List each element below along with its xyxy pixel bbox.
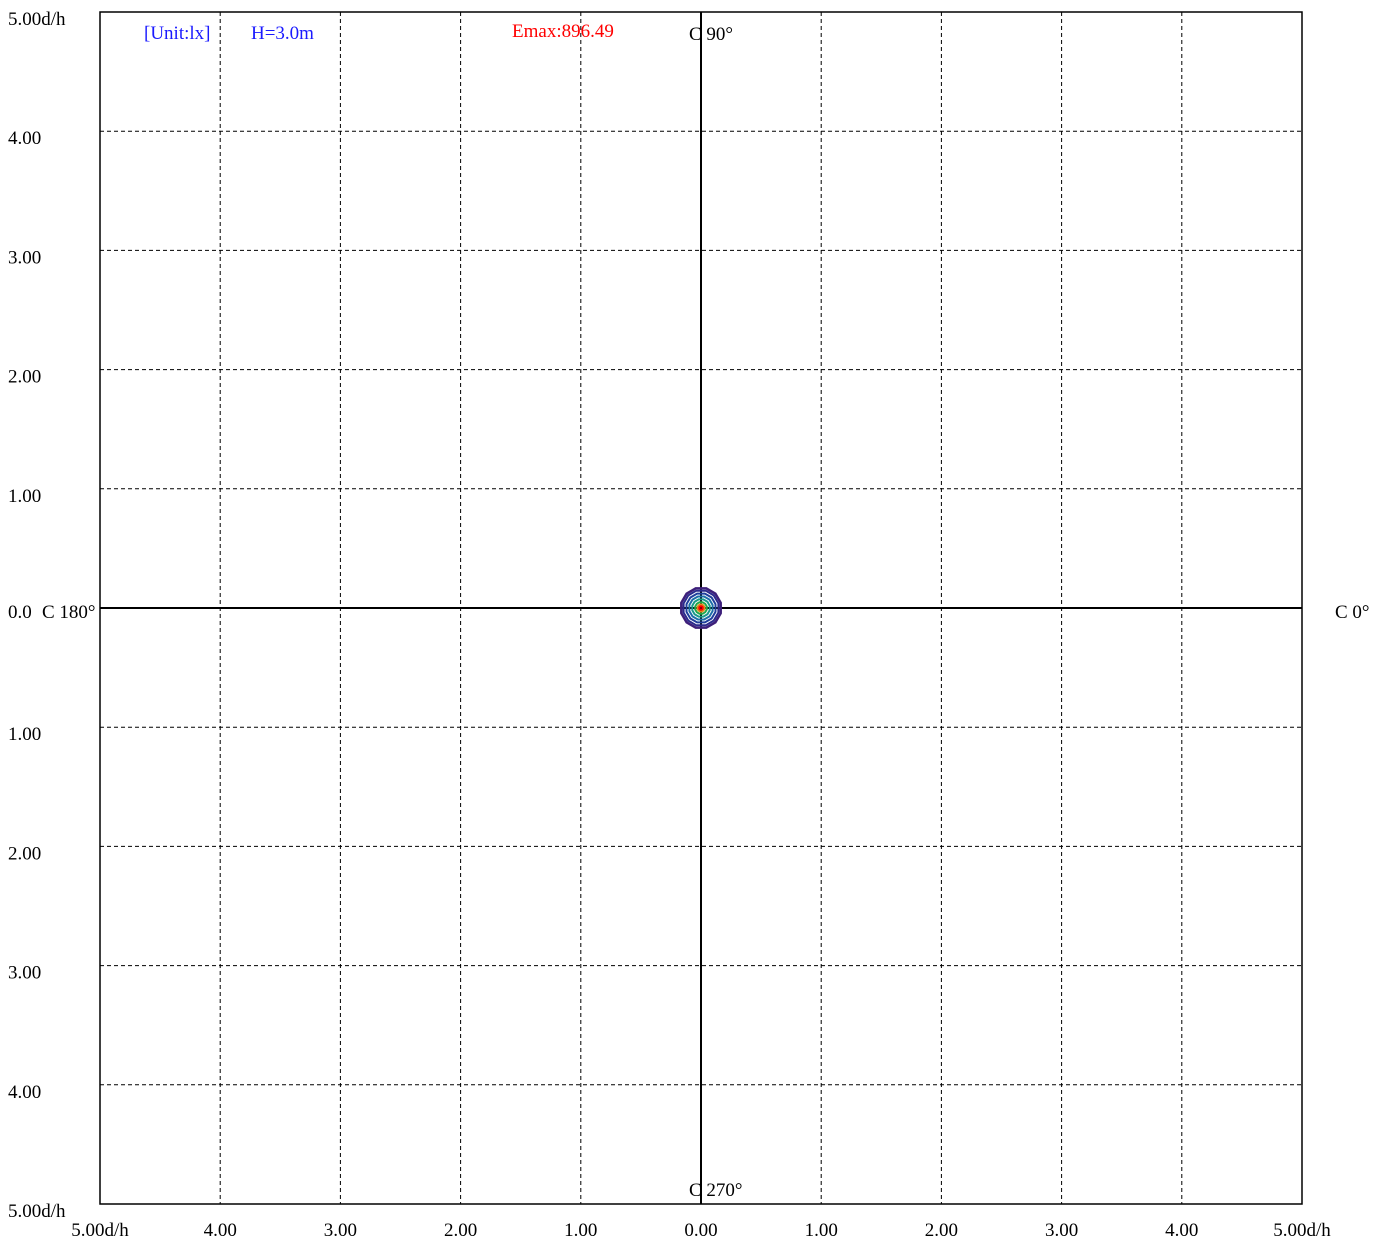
x-tick-label: 4.00 [204, 1220, 237, 1241]
x-tick-label: 4.00 [1165, 1220, 1198, 1241]
y-tick-label: 3.00 [8, 963, 41, 984]
isolux-contour [685, 592, 717, 624]
x-tick-label: 1.00 [805, 1220, 838, 1241]
x-tick-label: 0.00 [684, 1220, 717, 1241]
c180-label: C 180° [42, 602, 96, 623]
isolux-contour [680, 587, 722, 629]
x-tick-label: 3.00 [1045, 1220, 1078, 1241]
x-tick-label: 5.00d/h [71, 1220, 129, 1241]
y-tick-label: 2.00 [8, 367, 41, 388]
isolux-contour [682, 589, 720, 627]
isolux-contour [696, 603, 706, 613]
y-tick-label: 1.00 [8, 724, 41, 745]
y-tick-label: 5.00d/h [8, 1201, 66, 1222]
y-tick-label: 5.00d/h [8, 9, 66, 30]
x-tick-label: 1.00 [564, 1220, 597, 1241]
y-tick-label: 2.00 [8, 843, 41, 864]
x-tick-label: 2.00 [925, 1220, 958, 1241]
x-tick-label: 2.00 [444, 1220, 477, 1241]
isolux-contours [680, 587, 722, 629]
unit-label: [Unit:lx] [144, 23, 211, 44]
x-tick-label: 3.00 [324, 1220, 357, 1241]
y-tick-label: 4.00 [8, 1082, 41, 1103]
x-tick-label: 5.00d/h [1273, 1220, 1331, 1241]
isolux-contour [694, 601, 708, 615]
origin-label: 0.0 [8, 602, 32, 623]
c270-label: C 270° [689, 1180, 743, 1201]
y-tick-label: 1.00 [8, 486, 41, 507]
isolux-contour [691, 598, 711, 618]
isolux-contour [698, 605, 704, 611]
c0-label: C 0° [1335, 602, 1370, 623]
isolux-contour [688, 595, 714, 621]
y-tick-label: 4.00 [8, 128, 41, 149]
tick-labels: 5.00d/h 4.00 3.00 2.00 1.00 0.00 1.00 2.00 3.00 4… [8, 9, 1331, 1241]
height-label: H=3.0m [251, 23, 314, 44]
emax-label: Emax:896.49 [512, 21, 614, 42]
c90-label: C 90° [689, 24, 733, 45]
y-tick-label: 3.00 [8, 247, 41, 268]
